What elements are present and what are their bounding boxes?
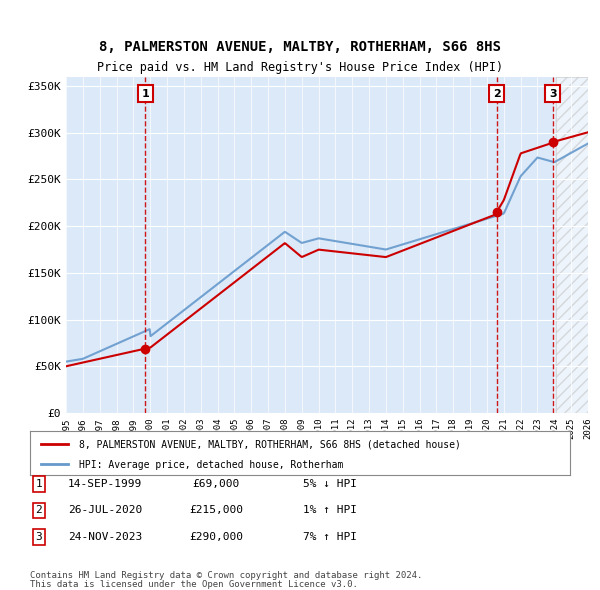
Text: 26-JUL-2020: 26-JUL-2020 — [68, 506, 142, 515]
Text: 5% ↓ HPI: 5% ↓ HPI — [303, 479, 357, 489]
Text: This data is licensed under the Open Government Licence v3.0.: This data is licensed under the Open Gov… — [30, 579, 358, 589]
Text: £290,000: £290,000 — [189, 532, 243, 542]
Text: 24-NOV-2023: 24-NOV-2023 — [68, 532, 142, 542]
Bar — [556, 77, 588, 413]
Text: Contains HM Land Registry data © Crown copyright and database right 2024.: Contains HM Land Registry data © Crown c… — [30, 571, 422, 580]
Text: £215,000: £215,000 — [189, 506, 243, 515]
Text: Price paid vs. HM Land Registry's House Price Index (HPI): Price paid vs. HM Land Registry's House … — [97, 61, 503, 74]
Text: 3: 3 — [549, 88, 556, 99]
Bar — [556, 77, 588, 413]
Text: 3: 3 — [35, 532, 43, 542]
Text: 1% ↑ HPI: 1% ↑ HPI — [303, 506, 357, 515]
Text: 1: 1 — [142, 88, 149, 99]
Text: 8, PALMERSTON AVENUE, MALTBY, ROTHERHAM, S66 8HS: 8, PALMERSTON AVENUE, MALTBY, ROTHERHAM,… — [99, 40, 501, 54]
Text: 14-SEP-1999: 14-SEP-1999 — [68, 479, 142, 489]
Text: 1: 1 — [35, 479, 43, 489]
Text: 2: 2 — [493, 88, 500, 99]
Text: £69,000: £69,000 — [193, 479, 239, 489]
Text: 2: 2 — [35, 506, 43, 515]
Text: 7% ↑ HPI: 7% ↑ HPI — [303, 532, 357, 542]
Text: 8, PALMERSTON AVENUE, MALTBY, ROTHERHAM, S66 8HS (detached house): 8, PALMERSTON AVENUE, MALTBY, ROTHERHAM,… — [79, 440, 460, 450]
Text: HPI: Average price, detached house, Rotherham: HPI: Average price, detached house, Roth… — [79, 460, 343, 470]
